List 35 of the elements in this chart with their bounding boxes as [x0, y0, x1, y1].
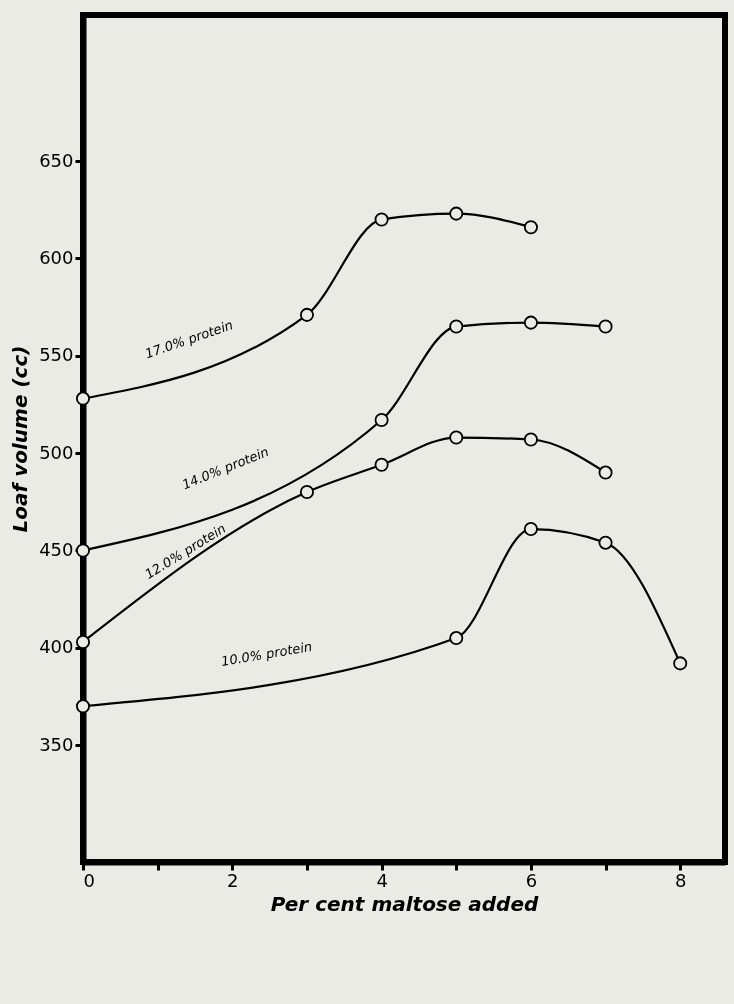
- y-tick-label: 400: [39, 636, 74, 658]
- point: [374, 212, 389, 227]
- y-tick-label: 500: [39, 441, 74, 463]
- point: [75, 391, 91, 406]
- point: [523, 432, 538, 447]
- y-tick-label: 350: [39, 733, 74, 755]
- x-axis-title: Per cent maltose added: [270, 891, 539, 916]
- x-tick-label: 4: [376, 869, 388, 891]
- point: [449, 430, 464, 445]
- y-tick-label: 550: [39, 344, 74, 366]
- point: [299, 307, 314, 322]
- x-tick-label: 2: [227, 869, 239, 891]
- point: [523, 522, 538, 537]
- point: [598, 319, 613, 334]
- point: [449, 631, 464, 646]
- point: [523, 315, 538, 330]
- point: [374, 457, 389, 472]
- x-tick-label: 6: [525, 869, 538, 891]
- y-tick-label: 650: [39, 149, 74, 171]
- x-tick-label: 8: [674, 869, 687, 891]
- y-tick-label: 600: [39, 246, 74, 268]
- y-axis-title: Loaf volume (cc): [8, 345, 33, 533]
- point: [75, 699, 91, 714]
- point: [598, 535, 613, 550]
- y-tick-label: 450: [39, 538, 74, 560]
- point: [523, 220, 538, 235]
- x-tick-label: 0: [83, 869, 95, 891]
- point: [374, 412, 389, 428]
- point: [673, 656, 688, 671]
- point: [449, 206, 464, 221]
- point: [598, 465, 613, 480]
- point: [75, 634, 91, 649]
- point: [299, 485, 314, 500]
- text: 10.0% protein: [219, 638, 314, 669]
- point: [449, 319, 464, 334]
